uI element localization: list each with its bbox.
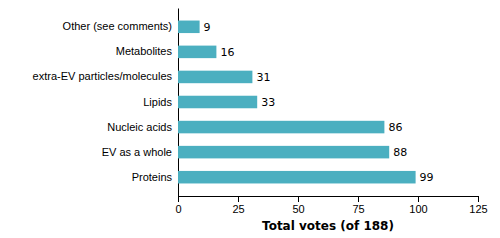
x-tick-mark bbox=[478, 196, 479, 202]
bar bbox=[178, 121, 384, 134]
data-label: 31 bbox=[256, 71, 270, 84]
data-label: 9 bbox=[204, 21, 211, 34]
y-tick: Proteins bbox=[132, 171, 173, 183]
chart-svg: 0 25 50 75 100 125 Other (see comments) Metabol… bbox=[0, 0, 500, 238]
y-tick-label: Proteins bbox=[132, 171, 173, 183]
y-tick-label: extra-EV particles/molecules bbox=[33, 70, 173, 82]
x-tick-label: 100 bbox=[409, 203, 427, 215]
y-tick-label: Lipids bbox=[143, 96, 172, 108]
y-tick: Nucleic acids bbox=[107, 121, 172, 133]
y-tick: extra-EV particles/molecules bbox=[33, 70, 173, 82]
x-axis-title: Total votes (of 188) bbox=[262, 219, 394, 233]
bar bbox=[178, 96, 257, 109]
bars bbox=[178, 21, 416, 184]
x-tick-mark bbox=[418, 196, 419, 202]
x-tick: 25 bbox=[232, 196, 244, 215]
x-tick-mark bbox=[298, 196, 299, 202]
data-labels: 99 88 86 33 31 16 9 bbox=[204, 21, 434, 184]
y-tick: Other (see comments) bbox=[63, 20, 172, 32]
bar bbox=[178, 146, 389, 159]
x-tick-label: 50 bbox=[292, 203, 304, 215]
x-tick: 0 bbox=[175, 196, 181, 215]
x-tick-label: 125 bbox=[469, 203, 487, 215]
x-tick: 125 bbox=[469, 196, 487, 215]
x-tick-label: 25 bbox=[232, 203, 244, 215]
data-label: 33 bbox=[261, 96, 275, 109]
data-label: 88 bbox=[393, 146, 407, 159]
x-tick-mark bbox=[358, 196, 359, 202]
data-label: 99 bbox=[420, 171, 434, 184]
bar bbox=[178, 21, 200, 34]
x-tick: 100 bbox=[409, 196, 427, 215]
x-tick-label: 0 bbox=[175, 203, 181, 215]
bar bbox=[178, 71, 252, 84]
y-tick-label: Other (see comments) bbox=[63, 20, 172, 32]
x-tick-mark bbox=[178, 196, 179, 202]
bar bbox=[178, 46, 216, 59]
y-tick: Metabolites bbox=[116, 45, 173, 57]
data-label: 86 bbox=[388, 121, 402, 134]
x-axis-line bbox=[179, 197, 479, 203]
y-tick: Lipids bbox=[143, 96, 172, 108]
y-tick-label: Nucleic acids bbox=[107, 121, 172, 133]
x-tick: 75 bbox=[352, 196, 364, 215]
y-tick: EV as a whole bbox=[102, 146, 172, 158]
x-tick-mark bbox=[238, 196, 239, 202]
plot: 0 25 50 75 100 125 Other (see comments) Metabol… bbox=[33, 9, 488, 215]
x-tick: 50 bbox=[292, 196, 304, 215]
x-axis: 0 25 50 75 100 125 bbox=[175, 196, 487, 215]
y-tick-label: EV as a whole bbox=[102, 146, 172, 158]
y-tick-label: Metabolites bbox=[116, 45, 173, 57]
y-axis: Other (see comments) Metabolites extra-EV … bbox=[33, 9, 179, 197]
bar bbox=[178, 171, 416, 184]
data-label: 16 bbox=[220, 46, 234, 59]
x-tick-label: 75 bbox=[352, 203, 364, 215]
